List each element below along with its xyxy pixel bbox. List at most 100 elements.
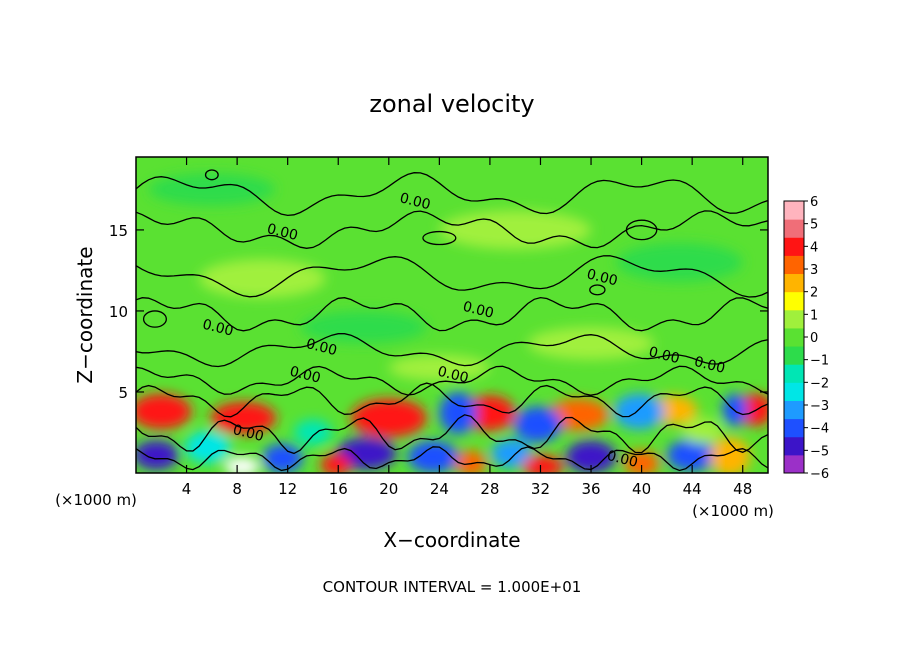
field-cell [148,173,276,206]
x-tick-label: 40 [632,480,651,498]
contour-line [136,365,768,396]
field-cell [722,393,748,427]
field-cell [136,440,179,470]
field-cell [491,438,532,469]
contour-label: 0.00 [585,266,619,289]
contour-line [136,446,768,472]
x-tick-label: 36 [581,480,600,498]
contour-loop [422,230,457,246]
colorbar-swatch [784,364,804,383]
field-cell [224,456,260,473]
contour-line [136,255,768,298]
contour-line [136,382,768,418]
field-cell [613,393,665,430]
field-cell [388,354,490,381]
x-tick-label: 20 [379,480,398,498]
colorbar-tick-label: 5 [810,218,818,233]
colorbar-tick-label: 0 [810,331,818,346]
colorbar-swatch [784,382,804,401]
colorbar-tick-label: −5 [810,444,829,459]
colorbar-tick-label: −2 [810,376,829,391]
colorbar-tick-label: 2 [810,286,818,301]
y-axis-label: Z−coordinate [73,246,97,383]
colorbar-swatch [784,400,804,420]
colorbar-swatch [784,291,804,311]
field-cell [350,398,427,438]
colorbar-swatch [784,219,804,238]
x-tick-label: 16 [329,480,348,498]
contour-label: 0.00 [647,344,681,367]
colorbar-tick-label: 3 [810,263,818,278]
colorbar-swatch [784,273,804,293]
contour-label: 0.00 [231,422,265,445]
chart-title: zonal velocity [369,90,534,118]
field-cell [439,210,592,250]
y-axis: 5 10 15 [109,222,768,402]
x-tick-label: 48 [733,480,752,498]
contour-labels: 0.00 0.00 0.00 0.00 0.00 0.00 0.00 0.00 0.00 0.00… [201,190,727,471]
contour-label: 0.00 [265,221,299,244]
field-cell [548,398,609,431]
contour-loop [625,219,658,241]
field-cell [709,437,751,473]
x-tick-label: 24 [430,480,449,498]
field-cell [335,437,397,470]
contour-line [136,414,768,455]
y-tick-label: 5 [118,384,128,402]
field-cell [407,440,459,473]
colorbar-swatch [784,346,804,365]
field-cell [262,443,303,473]
field-cell [666,438,718,472]
colorbar-swatch [784,237,804,256]
field-cell [136,393,192,430]
field-cell [682,417,723,444]
contour-label: 0.00 [693,354,727,377]
x-tick-label: 28 [480,480,499,498]
contour-loop [142,310,167,328]
x-tick-label: 4 [182,480,192,498]
contour-loop [589,284,606,296]
field-cell [320,453,351,473]
velocity-field [136,173,768,473]
contour-label: 0.00 [605,448,639,471]
x-tick-label: 12 [278,480,297,498]
field-cell [522,455,564,473]
colorbar-tick-label: −4 [810,422,829,437]
x-tick-label: 32 [531,480,550,498]
field-cell [185,430,231,464]
contour-line [136,296,768,332]
field-cell [455,450,487,473]
colorbar-tick-label: −3 [810,399,829,414]
field-cell [623,450,660,473]
colorbar-tick-label: 4 [810,240,818,255]
contour-label: 0.00 [201,317,235,340]
x-tick-label: 44 [683,480,702,498]
x-unit-left: (×1000 m) [55,491,137,509]
colorbar-tick-label: 1 [810,308,818,323]
y-tick-label: 15 [109,222,128,240]
x-unit-right: (×1000 m) [692,502,774,520]
field-cell [294,419,332,446]
colorbar-swatch [784,436,804,456]
contour-line [136,333,768,368]
colorbar-swatch [784,327,804,347]
colorbar: 6 5 4 3 2 1 0 −1 −2 −3 −4 −5 −6 [783,195,829,482]
contour-interval-note: CONTOUR INTERVAL = 1.000E+01 [323,578,582,596]
field-cell [616,242,743,282]
colorbar-swatch [784,418,804,438]
colorbar-tick-label: 6 [810,195,818,210]
x-axis-label: X−coordinate [383,528,520,552]
field-cell [513,406,562,443]
contour-label: 0.00 [461,299,495,322]
field-cell [527,327,655,360]
x-tick-label: 8 [232,480,242,498]
colorbar-swatch [784,454,804,474]
zero-contours [136,169,768,472]
x-axis: 4 8 12 16 20 24 28 32 36 40 44 48 [182,157,752,498]
colorbar-tick-label: −1 [810,354,829,369]
contour-label: 0.00 [304,336,338,359]
contour-line [136,172,768,217]
field-cell [199,259,326,298]
contour-label: 0.00 [436,364,470,387]
